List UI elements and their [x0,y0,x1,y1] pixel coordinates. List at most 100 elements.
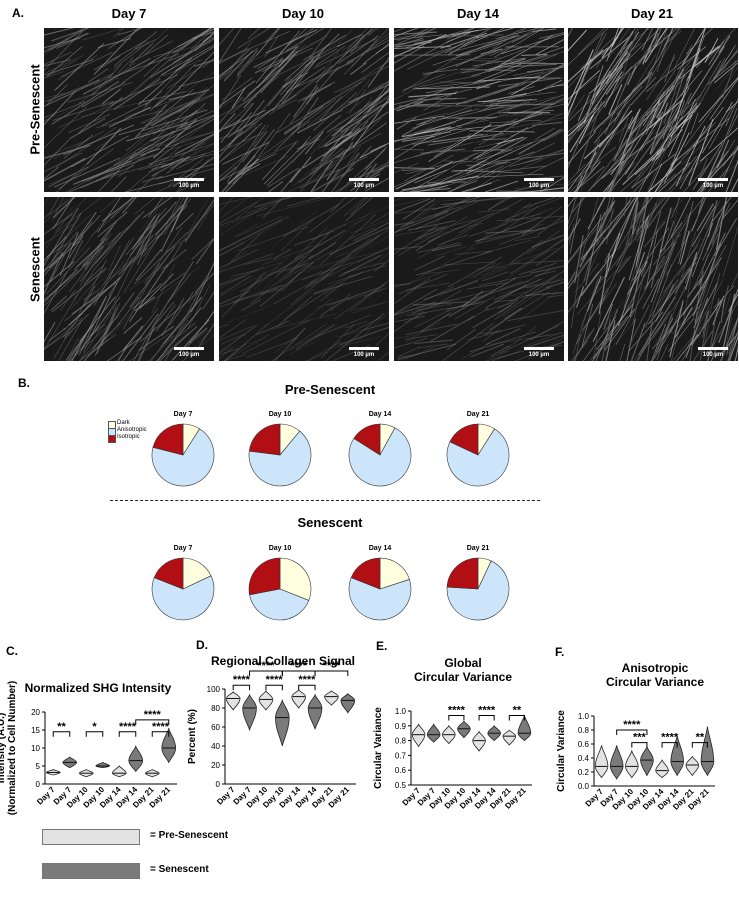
pie-slice-anisotropic [248,430,312,487]
y-tick-label: 5 [36,762,41,771]
significance-bracket [691,742,708,748]
scale-bar [174,347,204,350]
pie-slice-anisotropic [249,588,310,621]
scale-bar-label: 100 µm [528,183,550,189]
pie-chart [446,423,510,487]
pie-slice-anisotropic [348,577,412,621]
y-tick-label: 0.2 [578,768,590,777]
pie-label: Day 14 [368,411,392,418]
y-tick-label: 0.7 [395,751,407,760]
y-tick-label: 100 [207,685,221,694]
scale-bar [698,178,728,181]
micrograph-senescent-day10: 100 µm [219,197,389,361]
pie-slice-isotropic [153,557,184,590]
violin-sen [340,693,356,714]
significance-label: **** [661,732,679,744]
y-axis-label: Circular Variance [373,707,384,789]
panel-e-label: E. [376,639,388,653]
violin-sen [128,744,144,773]
significance-bracket [314,670,349,676]
significance-label: **** [119,721,137,733]
pie-title-pre-senescent: Pre-Senescent [284,382,376,397]
significance-bracket [478,714,495,721]
pie-label: Day 10 [268,411,292,418]
scale-bar [174,178,204,181]
col-title-day7: Day 7 [111,6,147,21]
significance-bracket [52,731,71,737]
pie-slice-dark [279,557,312,601]
pie-chart [248,557,312,621]
pie-slice-isotropic [248,423,281,456]
legend-label-dark: Dark [117,420,130,426]
significance-label: ** [696,732,705,744]
pie-slice-dark [379,557,410,590]
legend-swatch-isotropic [108,435,116,443]
violin-pre [625,749,639,779]
pie-label: Day 21 [466,411,490,418]
violin-pre [685,755,700,777]
micrograph-senescent-day14: 100 µm [394,197,564,361]
y-tick-label: 0.5 [395,781,407,790]
y-axis-label: Intensity (A.U.) [0,713,7,784]
significance-bracket [298,684,316,691]
violin-sen [307,693,323,731]
violin-sen [161,728,177,764]
significance-label: **** [323,660,341,672]
significance-label: ** [513,704,522,716]
pie-label: Day 10 [268,545,292,552]
violin-sen [95,761,111,769]
col-title-day10: Day 10 [282,6,324,21]
violin-pre [111,765,127,778]
y-axis-label: (Normalized to Cell Number) [7,681,18,815]
y-tick-label: 0.9 [395,722,407,731]
pie-slice-anisotropic [348,427,412,487]
pie-slice-isotropic [350,557,381,590]
micrograph-pre-senescent-day10: 100 µm [219,28,389,192]
pie-slice-isotropic [449,423,479,456]
y-tick-label: 0.0 [578,782,590,791]
pie-slice-isotropic [446,557,479,590]
y-tick-label: 15 [31,726,40,735]
significance-bracket [631,742,648,748]
panel-f-label: F. [555,645,565,659]
panel-c-label: C. [6,644,18,658]
significance-label: *** [633,732,647,744]
y-tick-label: 0.6 [395,766,407,775]
pie-chart [348,423,412,487]
pie-slice-anisotropic [446,560,510,621]
pie-slice-isotropic [248,557,281,596]
pie-slice-anisotropic [151,575,215,621]
violin-sen [426,723,441,743]
y-tick-label: 0 [216,780,221,789]
violin-pre [258,690,274,711]
scale-bar [698,347,728,350]
pie-slice-anisotropic [446,428,510,487]
violin-pre [472,730,486,752]
pie-slice-isotropic [353,423,381,456]
scale-bar-label: 100 µm [528,352,550,358]
pie-chart [151,423,215,487]
chart-title: Anisotropic [622,661,689,675]
significance-label: **** [298,674,316,686]
y-tick-label: 20 [211,761,220,770]
significance-label: **** [144,709,162,721]
significance-label: **** [290,660,308,672]
y-tick-label: 0.4 [578,754,590,763]
scale-bar-label: 100 µm [178,183,200,189]
key-swatch-senescent [42,863,140,879]
scale-bar-label: 100 µm [702,352,724,358]
violin-pre [324,690,339,706]
y-tick-label: 60 [211,723,220,732]
significance-label: **** [623,719,641,731]
micrograph-pre-senescent-day14: 100 µm [394,28,564,192]
significance-label: **** [257,660,275,672]
y-tick-label: 1.0 [395,707,407,716]
col-title-day14: Day 14 [457,6,499,21]
violin-pre [594,745,609,779]
col-title-day21: Day 21 [631,6,673,21]
violin-sen [640,745,654,777]
significance-bracket [151,731,170,737]
significance-bracket [135,719,170,725]
